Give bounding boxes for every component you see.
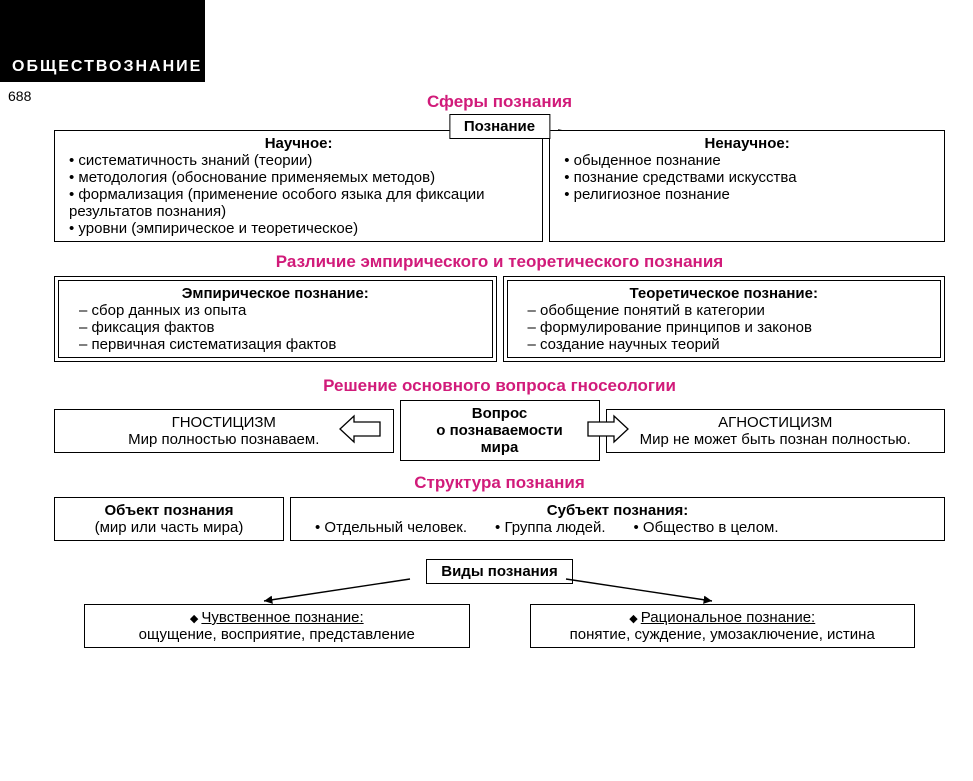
- s4-subject-items: Отдельный человек. Группа людей. Обществ…: [301, 519, 934, 536]
- s2-right-item: создание научных теорий: [528, 336, 931, 353]
- s1-left-item: формализация (применение особого языка д…: [69, 186, 532, 220]
- block-arrow-right: [588, 414, 628, 444]
- s1-right-heading: Ненаучное:: [560, 135, 934, 152]
- s3-center-l1: Вопрос: [411, 405, 589, 422]
- s2-left-item: сбор данных из опыта: [79, 302, 482, 319]
- s2-left-box: Эмпирическое познание: сбор данных из оп…: [54, 276, 497, 362]
- s3-left-text: Мир полностью познаваем.: [65, 431, 383, 448]
- header-block: ОБЩЕСТВОЗНАНИЕ: [0, 0, 205, 82]
- s1-right-item: обыденное познание: [564, 152, 934, 169]
- s3-left-heading: ГНОСТИЦИЗМ: [65, 414, 383, 431]
- s4-subject-item: Общество в целом.: [634, 519, 779, 536]
- section3-title: Решение основного вопроса гносеологии: [54, 376, 945, 396]
- s5-chip: Виды познания: [426, 559, 572, 584]
- s4-subject-box: Субъект познания: Отдельный человек. Гру…: [290, 497, 945, 541]
- s1-left-list: систематичность знаний (теории) методоло…: [65, 152, 532, 237]
- s3-right-box: АГНОСТИЦИЗМ Мир не может быть познан пол…: [606, 409, 946, 453]
- section1-left-box: Научное: систематичность знаний (теории)…: [54, 130, 543, 242]
- s4-subject-item: Отдельный человек.: [315, 519, 467, 536]
- s4-object-text: (мир или часть мира): [65, 519, 273, 536]
- s1-left-item: методология (обоснование применяемых мет…: [69, 169, 532, 186]
- s1-right-item: религиозное познание: [564, 186, 934, 203]
- s4-object-box: Объект познания (мир или часть мира): [54, 497, 284, 541]
- s4-object-heading: Объект познания: [65, 502, 273, 519]
- s2-left-item: первичная систематизация фактов: [79, 336, 482, 353]
- s4-subject-heading: Субъект познания:: [301, 502, 934, 519]
- s3-right-heading: АГНОСТИЦИЗМ: [617, 414, 935, 431]
- header-subject: ОБЩЕСТВОЗНАНИЕ: [12, 58, 202, 76]
- s2-left-list: сбор данных из опыта фиксация фактов пер…: [69, 302, 482, 353]
- s1-right-list: обыденное познание познание средствами и…: [560, 152, 934, 203]
- page-content: Сферы познания Познание Научное: система…: [0, 82, 973, 668]
- s1-left-item: систематичность знаний (теории): [69, 152, 532, 169]
- section3-row: ГНОСТИЦИЗМ Мир полностью познаваем. Вопр…: [54, 400, 945, 461]
- s3-right-text: Мир не может быть познан полностью.: [617, 431, 935, 448]
- s5-right-box: Рациональное познание: понятие, суждение…: [530, 604, 916, 648]
- page-number: 688: [8, 88, 31, 104]
- block-arrow-left: [340, 414, 380, 444]
- s2-right-box: Теоретическое познание: обобщение поняти…: [503, 276, 946, 362]
- section1-wrap: Познание Научное: систематичность знаний…: [54, 116, 945, 242]
- s2-left-heading: Эмпирическое познание:: [69, 285, 482, 302]
- section1-title: Сферы познания: [54, 92, 945, 112]
- s2-right-item: формулирование принципов и законов: [528, 319, 931, 336]
- section4-row: Объект познания (мир или часть мира) Суб…: [54, 497, 945, 541]
- section1-chip: Познание: [449, 114, 550, 139]
- s5-right-heading: Рациональное познание:: [541, 609, 905, 626]
- s5-right-text: понятие, суждение, умозаключение, истина: [541, 626, 905, 643]
- s3-center-box: Вопрос о познаваемости мира: [400, 400, 600, 461]
- s2-right-item: обобщение понятий в категории: [528, 302, 931, 319]
- s5-left-text: ощущение, восприятие, представление: [95, 626, 459, 643]
- section5-wrap: Виды познания Чувственное познание: ощущ…: [54, 559, 945, 648]
- s3-center-l2: о познаваемости: [411, 422, 589, 439]
- s2-left-item: фиксация фактов: [79, 319, 482, 336]
- section2-title: Различие эмпирического и теоретического …: [54, 252, 945, 272]
- s1-left-item: уровни (эмпирическое и теоретическое): [69, 220, 532, 237]
- s4-subject-item: Группа людей.: [495, 519, 605, 536]
- arrow-left-5: [254, 577, 414, 607]
- section1-right-box: Ненаучное: обыденное познание познание с…: [549, 130, 945, 242]
- section2-row: Эмпирическое познание: сбор данных из оп…: [54, 276, 945, 362]
- s2-right-list: обобщение понятий в категории формулиров…: [518, 302, 931, 353]
- section4-title: Структура познания: [54, 473, 945, 493]
- s5-left-heading: Чувственное познание:: [95, 609, 459, 626]
- arrow-right-5: [562, 577, 722, 607]
- s3-center-l3: мира: [411, 439, 589, 456]
- s1-right-item: познание средствами искусства: [564, 169, 934, 186]
- s5-left-box: Чувственное познание: ощущение, восприят…: [84, 604, 470, 648]
- s2-right-heading: Теоретическое познание:: [518, 285, 931, 302]
